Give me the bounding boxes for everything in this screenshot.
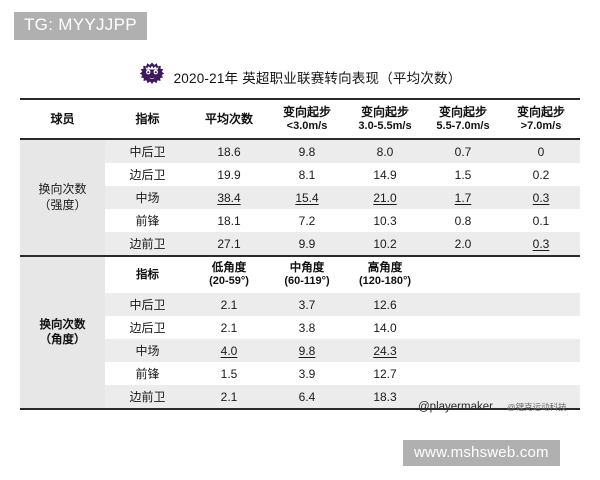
cell-value: 0.3 [502,186,580,209]
table-row: 中后卫 2.1 3.7 12.6 [20,293,580,316]
row-metric-label: 中场 [105,186,190,209]
performance-table: 球员 指标 平均次数 变向起步 <3.0m/s 变向起步 3.0-5.5m/s … [20,100,580,408]
empty-cell [502,385,580,408]
cell-value: 0.2 [502,163,580,186]
cell-value: 2.1 [190,293,268,316]
cell-value: 12.7 [346,362,424,385]
cell-value: 0 [502,139,580,163]
cell-value: 10.2 [346,232,424,255]
cell-value: 1.5 [190,362,268,385]
cell-value: 2.0 [424,232,502,255]
cell-value: 14.9 [346,163,424,186]
table-row: 边前卫 27.1 9.9 10.2 2.0 0.3 [20,232,580,255]
table-row: 边前卫 2.1 6.4 18.3 [20,385,580,408]
row-metric-label: 中后卫 [105,139,190,163]
col-header-speed-55-to-7: 变向起步 5.5-7.0m/s [424,100,502,140]
empty-cell [424,385,502,408]
cell-value: 0.3 [502,232,580,255]
cell-value: 8.0 [346,139,424,163]
subcol-header-mid-angle: 中角度 (60-119°) [268,256,346,293]
col-header-average: 平均次数 [190,100,268,140]
empty-cell [502,293,580,316]
cell-value: 24.3 [346,339,424,362]
empty-cell [502,256,580,293]
cell-value: 2.1 [190,385,268,408]
cell-value: 14.0 [346,316,424,339]
col-header-player: 球员 [20,100,105,140]
cell-value: 1.5 [424,163,502,186]
table-row: 前锋 18.1 7.2 10.3 0.8 0.1 [20,209,580,232]
row-metric-label: 前锋 [105,209,190,232]
cell-value: 18.3 [346,385,424,408]
row-metric-label: 中后卫 [105,293,190,316]
cell-value: 4.0 [190,339,268,362]
table-row: 边后卫 2.1 3.8 14.0 [20,316,580,339]
cell-value: 3.9 [268,362,346,385]
cell-value: 3.7 [268,293,346,316]
cell-value: 27.1 [190,232,268,255]
cell-value: 2.1 [190,316,268,339]
row-metric-label: 边前卫 [105,232,190,255]
premier-league-lion-icon [139,62,164,84]
empty-cell [424,293,502,316]
cell-value: 12.6 [346,293,424,316]
cell-value: 38.4 [190,186,268,209]
cell-value: 0.7 [424,139,502,163]
cell-value: 9.9 [268,232,346,255]
empty-cell [424,256,502,293]
table-row: 边后卫 19.9 8.1 14.9 1.5 0.2 [20,163,580,186]
empty-cell [424,316,502,339]
empty-cell [502,316,580,339]
section-label-angle: 换向次数 （角度） [20,256,105,408]
row-metric-label: 边前卫 [105,385,190,408]
empty-cell [502,339,580,362]
col-header-speed-3-to-55: 变向起步 3.0-5.5m/s [346,100,424,140]
performance-table-container: 球员 指标 平均次数 变向起步 <3.0m/s 变向起步 3.0-5.5m/s … [20,98,580,410]
cell-value: 15.4 [268,186,346,209]
table-header-row: 球员 指标 平均次数 变向起步 <3.0m/s 变向起步 3.0-5.5m/s … [20,100,580,140]
row-metric-label: 边后卫 [105,316,190,339]
cell-value: 9.8 [268,139,346,163]
table-row: 换向次数 （强度） 中后卫 18.6 9.8 8.0 0.7 0 [20,139,580,255]
cell-value: 7.2 [268,209,346,232]
cell-value: 3.8 [268,316,346,339]
site-watermark: www.mshsweb.com [403,440,560,467]
row-metric-label: 边后卫 [105,163,190,186]
cell-value: 9.8 [268,339,346,362]
tg-channel-banner: TG: MYYJJPP [14,12,147,40]
cell-value: 0.8 [424,209,502,232]
chart-title-row: 2020-21年 英超职业联赛转向表现（平均次数） [0,62,600,92]
cell-value: 8.1 [268,163,346,186]
section-label-intensity: 换向次数 （强度） [20,139,105,255]
cell-value: 18.1 [190,209,268,232]
col-header-speed-under-3: 变向起步 <3.0m/s [268,100,346,140]
subcol-header-high-angle: 高角度 (120-180°) [346,256,424,293]
empty-cell [424,339,502,362]
subcol-header-low-angle: 低角度 (20-59°) [190,256,268,293]
subcol-header-metric: 指标 [105,256,190,293]
cell-value: 6.4 [268,385,346,408]
chart-title-text: 2020-21年 英超职业联赛转向表现（平均次数） [173,71,462,86]
cell-value: 18.6 [190,139,268,163]
empty-cell [424,362,502,385]
col-header-metric: 指标 [105,100,190,140]
col-header-speed-over-7: 变向起步 >7.0m/s [502,100,580,140]
empty-cell [502,362,580,385]
cell-value: 10.3 [346,209,424,232]
cell-value: 21.0 [346,186,424,209]
row-metric-label: 前锋 [105,362,190,385]
cell-value: 1.7 [424,186,502,209]
row-metric-label: 中场 [105,339,190,362]
table-row: 中场 4.0 9.8 24.3 [20,339,580,362]
cell-value: 0.1 [502,209,580,232]
cell-value: 19.9 [190,163,268,186]
table-row: 中场 38.4 15.4 21.0 1.7 0.3 [20,186,580,209]
angle-subheader-row: 换向次数 （角度） 指标 低角度 (20-59°) 中角度 (60-119°) … [20,256,580,408]
table-row: 前锋 1.5 3.9 12.7 [20,362,580,385]
